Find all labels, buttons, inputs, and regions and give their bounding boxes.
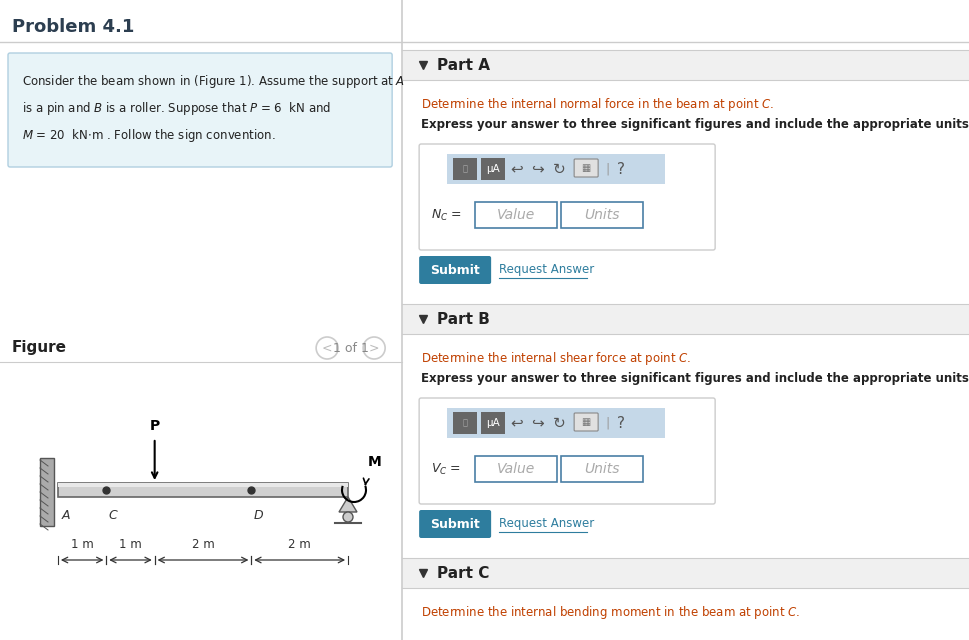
Text: Units: Units [584, 208, 620, 222]
Bar [475, 202, 557, 228]
Text: $B$: $B$ [342, 509, 352, 522]
Text: μA: μA [486, 418, 500, 428]
Text: $A$: $A$ [61, 509, 72, 522]
Text: Submit: Submit [430, 518, 480, 531]
Bar [475, 456, 557, 482]
Text: Request Answer: Request Answer [499, 518, 594, 531]
Text: Value: Value [497, 462, 535, 476]
Text: Part A: Part A [437, 58, 490, 72]
Bar [58, 483, 348, 487]
Text: ⬛: ⬛ [462, 164, 468, 173]
Text: 1 m: 1 m [71, 538, 94, 551]
Text: ↻: ↻ [552, 161, 566, 177]
Bar [402, 558, 969, 588]
Text: $V_C$ =: $V_C$ = [431, 461, 461, 477]
Bar [447, 408, 665, 438]
Bar [40, 458, 54, 526]
Bar [561, 456, 643, 482]
Text: Determine the internal bending moment in the beam at point $C$.: Determine the internal bending moment in… [422, 604, 800, 621]
Text: Express your answer to three significant figures and include the appropriate uni: Express your answer to three significant… [422, 372, 969, 385]
Text: Figure: Figure [12, 340, 67, 355]
Text: Problem 4.1: Problem 4.1 [12, 18, 135, 36]
Text: is a pin and $\mathit{B}$ is a roller. Suppose that $\mathit{P}$ = 6  kN and: is a pin and $\mathit{B}$ is a roller. S… [22, 100, 331, 117]
Text: $D$: $D$ [253, 509, 265, 522]
Bar [453, 158, 477, 180]
Text: |: | [605, 417, 610, 429]
Text: $\mathit{M}$ = 20  kN$\cdot$m . Follow the sign convention.: $\mathit{M}$ = 20 kN$\cdot$m . Follow th… [22, 127, 275, 144]
Bar [402, 50, 969, 80]
Text: Determine the internal shear force at point $C$.: Determine the internal shear force at po… [422, 350, 691, 367]
Text: $C$: $C$ [109, 509, 119, 522]
Text: >: > [369, 342, 380, 355]
FancyBboxPatch shape [420, 256, 491, 284]
Text: ↩: ↩ [511, 161, 523, 177]
FancyBboxPatch shape [8, 53, 392, 167]
Bar [561, 202, 643, 228]
Text: $N_C$ =: $N_C$ = [431, 207, 462, 223]
Text: Part B: Part B [437, 312, 490, 326]
Bar [482, 158, 505, 180]
Text: P: P [149, 419, 160, 433]
Text: |: | [605, 163, 610, 175]
Text: ▦: ▦ [581, 163, 591, 173]
Text: 2 m: 2 m [192, 538, 214, 551]
Circle shape [363, 337, 385, 359]
Text: ▦: ▦ [581, 417, 591, 427]
Text: 2 m: 2 m [289, 538, 311, 551]
FancyBboxPatch shape [575, 413, 598, 431]
Text: ⬛: ⬛ [462, 419, 468, 428]
Bar [453, 412, 477, 434]
FancyBboxPatch shape [420, 398, 715, 504]
FancyBboxPatch shape [575, 159, 598, 177]
Bar [482, 412, 505, 434]
Bar [402, 304, 969, 334]
Text: Part C: Part C [437, 566, 489, 580]
Text: ↪: ↪ [531, 415, 544, 431]
Text: ?: ? [617, 415, 625, 431]
Text: ?: ? [617, 161, 625, 177]
Text: Determine the internal normal force in the beam at point $C$.: Determine the internal normal force in t… [422, 96, 774, 113]
Text: Units: Units [584, 462, 620, 476]
Text: ↻: ↻ [552, 415, 566, 431]
Text: ↩: ↩ [511, 415, 523, 431]
Text: Value: Value [497, 208, 535, 222]
Bar [447, 154, 665, 184]
Circle shape [343, 512, 353, 522]
Text: ↪: ↪ [531, 161, 544, 177]
Text: 1 of 1: 1 of 1 [332, 342, 368, 355]
Polygon shape [339, 497, 357, 512]
Text: Express your answer to three significant figures and include the appropriate uni: Express your answer to three significant… [422, 118, 969, 131]
Circle shape [316, 337, 338, 359]
Text: 1 m: 1 m [119, 538, 141, 551]
Text: M: M [368, 455, 382, 469]
Text: Consider the beam shown in (Figure 1). Assume the support at $\mathit{A}$: Consider the beam shown in (Figure 1). A… [22, 73, 405, 90]
Bar [58, 483, 348, 497]
Text: Request Answer: Request Answer [499, 264, 594, 276]
FancyBboxPatch shape [420, 144, 715, 250]
Text: <: < [322, 342, 332, 355]
FancyBboxPatch shape [420, 510, 491, 538]
Text: μA: μA [486, 164, 500, 174]
Text: Submit: Submit [430, 264, 480, 276]
